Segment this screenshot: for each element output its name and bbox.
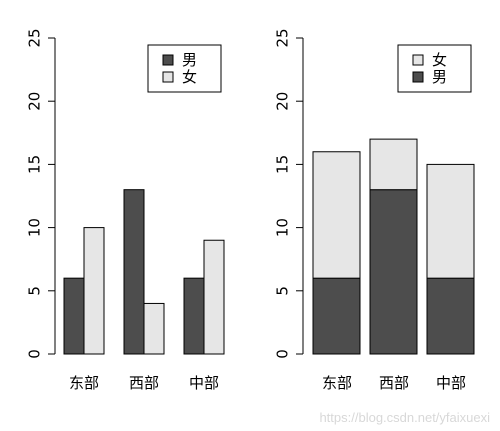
- category-label: 西部: [129, 374, 159, 392]
- legend-swatch: [162, 54, 174, 66]
- legend-swatch: [412, 71, 424, 83]
- legend-label: 女: [432, 51, 447, 69]
- bar-male: [123, 189, 145, 355]
- bar-segment-male: [312, 277, 361, 355]
- legend-swatch: [412, 54, 424, 66]
- stacked-bar-chart: 0 5 10 15 20 25 东部 西部 中部 女男: [274, 28, 475, 392]
- legend-box: [147, 44, 222, 93]
- y-tick-label: 10: [274, 218, 292, 237]
- y-tick-label: 10: [26, 218, 44, 237]
- bar-female: [203, 239, 225, 355]
- y-tick-label: 20: [274, 92, 292, 111]
- y-tick-label: 25: [274, 28, 292, 47]
- bar-segment-male: [426, 277, 475, 355]
- y-tick-label: 5: [26, 286, 44, 296]
- y-tick-label: 20: [26, 92, 44, 111]
- watermark-text: https://blog.csdn.net/yfaixuexi: [319, 410, 490, 425]
- category-label: 西部: [379, 374, 409, 392]
- category-label: 东部: [69, 374, 99, 392]
- bar-segment-male: [369, 189, 418, 355]
- grouped-bar-chart: 0 5 10 15 20 25 东部 西部 中部 男女: [26, 28, 225, 392]
- legend-box: [397, 44, 472, 93]
- category-label: 东部: [322, 374, 352, 392]
- legend: 女男: [397, 44, 472, 93]
- y-tick-label: 15: [274, 155, 292, 174]
- legend-label: 女: [182, 68, 197, 86]
- legend: 男女: [147, 44, 222, 93]
- legend-swatch: [162, 71, 174, 83]
- category-label: 中部: [189, 374, 219, 392]
- bar-segment-female: [426, 163, 475, 279]
- bar-female: [143, 302, 165, 355]
- y-tick-label: 15: [26, 155, 44, 174]
- legend-label: 男: [182, 51, 197, 69]
- bar-segment-female: [312, 151, 361, 279]
- y-tick-label: 0: [26, 349, 44, 359]
- legend-label: 男: [432, 68, 447, 86]
- y-tick-label: 25: [26, 28, 44, 47]
- y-tick-label: 5: [274, 286, 292, 296]
- bar-female: [83, 227, 105, 355]
- bar-male: [63, 277, 85, 355]
- category-label: 中部: [436, 374, 466, 392]
- y-tick-label: 0: [274, 349, 292, 359]
- bar-male: [183, 277, 205, 355]
- bar-segment-female: [369, 138, 418, 191]
